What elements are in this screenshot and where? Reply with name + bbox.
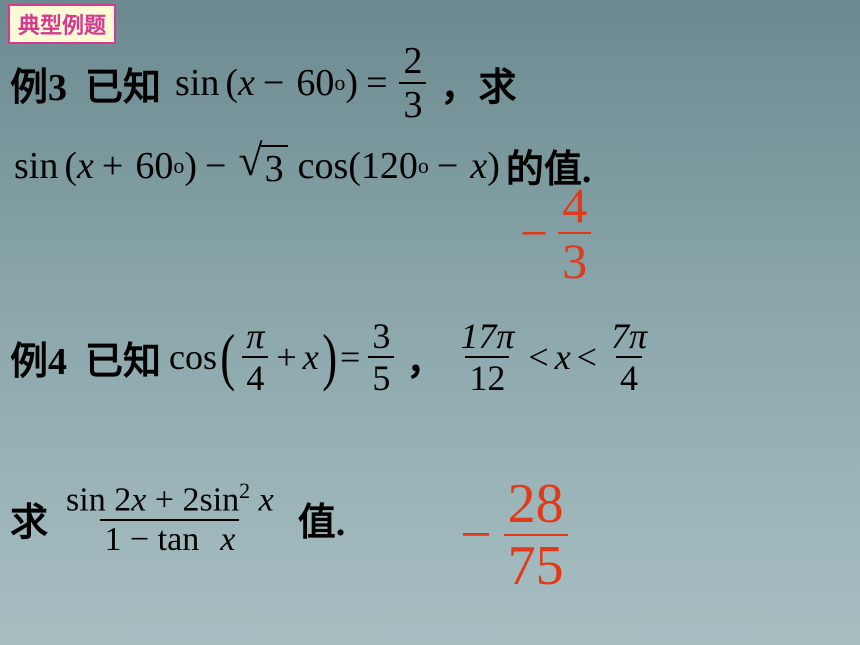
cos-fn: cos <box>298 144 349 188</box>
var-x4: x <box>303 336 319 378</box>
four: 4 <box>242 356 268 396</box>
lparen: ( <box>225 61 238 105</box>
ans1-neg: − <box>520 204 548 262</box>
ex3-given: 已知 <box>85 56 161 111</box>
ex4-answer: − 28 75 <box>460 476 572 594</box>
frac-num: 2 <box>399 42 426 82</box>
ex4-given: 已知 <box>85 330 161 385</box>
range-lnum: 17π <box>456 318 518 356</box>
var-x2: x <box>77 144 94 188</box>
deg1: o <box>334 70 345 96</box>
ex3-label: 例3 <box>10 56 67 111</box>
rhs-num: 3 <box>368 318 394 356</box>
expr-2sin: 2sin <box>182 481 239 518</box>
rparen3: ) <box>487 144 500 188</box>
expr-1: 1 <box>104 521 121 558</box>
expr-frac: sin 2x + 2sin2 x 1 − tan x <box>62 480 278 557</box>
expr-x2: x <box>259 481 274 518</box>
rparen2: ) <box>184 144 197 188</box>
expr-minus: − <box>130 521 149 558</box>
range-rden: 4 <box>616 356 642 396</box>
range-l: 17π 12 <box>456 318 518 396</box>
lt1: < <box>528 336 548 378</box>
lparen3: ( <box>348 144 361 188</box>
plus2: + <box>102 144 123 188</box>
range-r: 7π 4 <box>607 318 651 396</box>
ex3-line2: sin ( x + 60 o ) − √ 3 cos ( 120 o − x )… <box>14 138 591 193</box>
ans1-den: 3 <box>558 232 591 286</box>
sin-fn2: sin <box>14 144 58 188</box>
rparen: ) <box>345 61 358 105</box>
sin-fn: sin <box>175 61 219 105</box>
deg2: o <box>173 153 184 179</box>
ans2-neg: − <box>460 503 492 567</box>
sqrt-body: 3 <box>261 145 288 191</box>
find1: 求 <box>478 56 516 111</box>
expr-tan: tan <box>158 521 200 558</box>
ans2-frac: 28 75 <box>504 476 568 594</box>
eq4: = <box>340 336 360 378</box>
expr-sin2: sin 2 <box>66 481 131 518</box>
pi4-frac: π 4 <box>242 318 268 396</box>
big-rparen: ) <box>322 328 337 386</box>
comma1: ， <box>440 56 478 111</box>
lparen2: ( <box>64 144 77 188</box>
angle60b: 60 <box>135 144 173 188</box>
minus2: − <box>205 144 226 188</box>
ans1-frac: 4 3 <box>558 180 591 286</box>
ans1-num: 4 <box>558 180 591 232</box>
rhs-den: 5 <box>368 356 394 396</box>
deg3: o <box>418 153 429 179</box>
zhi: 值. <box>298 491 346 546</box>
eq: = <box>366 61 387 105</box>
comma4: ， <box>406 330 444 385</box>
ex3-line1: 例3 已知 sin ( x − 60 o ) = 2 3 ， 求 <box>10 42 516 124</box>
expr-num: sin 2x + 2sin2 x <box>62 480 278 519</box>
expr-denx: x <box>220 521 235 558</box>
minus: − <box>263 61 284 105</box>
angle60: 60 <box>296 61 334 105</box>
expr-x1: x <box>131 481 146 518</box>
find4: 求 <box>10 491 48 546</box>
var-x: x <box>238 61 255 105</box>
ex4-line1: 例4 已知 cos ( π 4 + x ) = 3 5 ， 17π 12 < x <box>10 318 655 396</box>
cos-fn2: cos <box>169 336 217 378</box>
minus3: − <box>437 144 458 188</box>
ex4-label: 例4 <box>10 330 67 385</box>
pi: π <box>242 318 268 356</box>
given-frac: 2 3 <box>399 42 426 124</box>
rhs-frac: 3 5 <box>368 318 394 396</box>
big-lparen: ( <box>220 328 235 386</box>
ex4-line2: 求 sin 2x + 2sin2 x 1 − tan x 值. <box>10 480 345 557</box>
range-rnum: 7π <box>607 318 651 356</box>
expr-sq: 2 <box>239 478 250 503</box>
expr-den: 1 − tan x <box>100 519 239 557</box>
ans2-den: 75 <box>504 534 568 594</box>
ex3-answer: − 4 3 <box>520 180 595 286</box>
frac-den: 3 <box>399 82 426 124</box>
expr-plus: + <box>155 481 174 518</box>
var-x5: x <box>555 336 571 378</box>
plus4: + <box>276 336 296 378</box>
var-x3: x <box>470 144 487 188</box>
sqrt: √ 3 <box>238 141 287 191</box>
angle120: 120 <box>361 144 418 188</box>
range-lden: 12 <box>465 356 509 396</box>
lt2: < <box>577 336 597 378</box>
ans2-num: 28 <box>504 476 568 534</box>
badge: 典型例题 <box>8 4 116 44</box>
